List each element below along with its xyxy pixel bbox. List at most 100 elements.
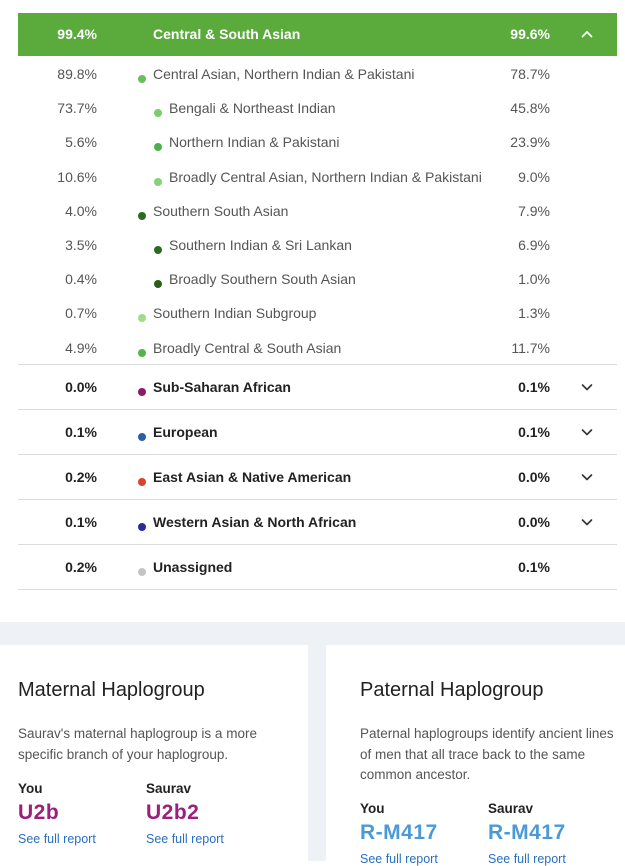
- chevron-up-icon[interactable]: [580, 27, 594, 44]
- region-color-dot: [138, 563, 146, 579]
- region-color-dot: [138, 70, 146, 86]
- other-percent: 78.7%: [510, 66, 550, 82]
- region-color-dot: [138, 478, 146, 486]
- region-label: Broadly Central & South Asian: [153, 339, 342, 356]
- region-row[interactable]: 0.1% Western Asian & North African 0.0%: [18, 499, 617, 545]
- chevron-down-icon[interactable]: [580, 425, 594, 442]
- region-color-dot: [138, 523, 146, 531]
- region-color-dot: [138, 309, 146, 325]
- region-color-dot: [138, 75, 146, 83]
- region-color-dot: [138, 383, 146, 399]
- table-bottom-divider: [18, 589, 617, 590]
- you-percent: 5.6%: [65, 134, 97, 151]
- you-percent: 0.7%: [65, 305, 97, 322]
- maternal-you-haplogroup: U2b: [18, 801, 60, 824]
- region-color-dot: [154, 173, 162, 189]
- region-label: Southern South Asian: [153, 202, 289, 219]
- region-row: 0.2% Unassigned 0.1%: [18, 544, 617, 590]
- subregion-row: 4.0% Southern South Asian 7.9%: [18, 193, 617, 227]
- maternal-other-haplogroup: U2b2: [146, 801, 200, 824]
- region-color-dot: [154, 280, 162, 289]
- paternal-other-haplogroup: R-M417: [488, 821, 566, 844]
- other-percent: 99.6%: [510, 26, 550, 42]
- you-percent: 0.2%: [65, 469, 97, 485]
- subregion-row: 89.8% Central Asian, Northern Indian & Pa…: [18, 56, 617, 90]
- maternal-other-report-link[interactable]: See full report: [146, 832, 224, 846]
- region-row[interactable]: 0.2% East Asian & Native American 0.0%: [18, 454, 617, 500]
- subregion-row: 73.7% Bengali & Northeast Indian 45.8%: [18, 90, 617, 124]
- other-percent: 0.1%: [518, 424, 550, 440]
- region-label: Unassigned: [153, 559, 233, 575]
- other-percent: 23.9%: [510, 134, 550, 151]
- you-percent: 4.9%: [65, 339, 97, 356]
- maternal-other-label: Saurav: [146, 781, 192, 796]
- chevron-down-icon[interactable]: [580, 380, 594, 397]
- region-label: East Asian & Native American: [153, 469, 352, 485]
- ancestry-composition-table: 99.4% Central & South Asian 99.6% 89.8% C…: [18, 13, 617, 590]
- subregion-row: 4.9% Broadly Central & South Asian 11.7%: [18, 330, 617, 364]
- region-color-dot: [154, 246, 162, 254]
- maternal-title: Maternal Haplogroup: [18, 679, 205, 701]
- paternal-title: Paternal Haplogroup: [360, 679, 544, 701]
- other-percent: 1.0%: [518, 271, 550, 288]
- region-row[interactable]: 0.1% European 0.1%: [18, 409, 617, 455]
- region-color-dot: [138, 428, 146, 444]
- chevron-down-icon[interactable]: [580, 470, 594, 487]
- region-label: Northern Indian & Pakistani: [169, 134, 340, 151]
- region-color-dot: [138, 433, 146, 441]
- you-percent: 0.1%: [65, 424, 97, 440]
- you-percent: 99.4%: [57, 26, 97, 42]
- paternal-haplogroup-card: Paternal Haplogroup Paternal haplogroups…: [326, 645, 625, 866]
- region-label: Sub-Saharan African: [153, 379, 291, 395]
- region-row[interactable]: 0.0% Sub-Saharan African 0.1%: [18, 364, 617, 410]
- you-percent: 0.1%: [65, 514, 97, 530]
- subregion-row: 0.7% Southern Indian Subgroup 1.3%: [18, 295, 617, 329]
- region-color-dot: [154, 275, 162, 291]
- maternal-description: Saurav's maternal haplogroup is a more s…: [18, 726, 257, 762]
- other-percent: 6.9%: [518, 237, 550, 253]
- region-label: European: [153, 424, 218, 440]
- you-percent: 3.5%: [65, 237, 97, 253]
- paternal-you-report-link[interactable]: See full report: [360, 852, 438, 866]
- region-color-dot: [138, 518, 146, 534]
- you-percent: 89.8%: [57, 66, 97, 82]
- region-color-dot: [154, 241, 162, 257]
- region-color-dot: [138, 344, 146, 360]
- other-percent: 11.7%: [511, 339, 550, 356]
- region-row-central-south-asian[interactable]: 99.4% Central & South Asian 99.6%: [18, 13, 617, 56]
- region-color-dot: [154, 138, 162, 154]
- region-label: Bengali & Northeast Indian: [169, 100, 336, 117]
- you-percent: 0.0%: [65, 379, 97, 395]
- region-color-dot: [138, 348, 146, 357]
- you-percent: 0.2%: [65, 559, 97, 575]
- paternal-other-label: Saurav: [488, 801, 534, 816]
- region-label: Central & South Asian: [153, 26, 301, 42]
- maternal-you-label: You: [18, 781, 43, 796]
- maternal-you-report-link[interactable]: See full report: [18, 832, 96, 846]
- you-percent: 10.6%: [57, 168, 97, 185]
- maternal-haplogroup-card: Maternal Haplogroup Saurav's maternal ha…: [0, 645, 308, 861]
- chevron-down-icon[interactable]: [580, 515, 594, 532]
- you-percent: 4.0%: [65, 202, 97, 219]
- other-percent: 0.1%: [518, 559, 550, 575]
- other-percent: 0.0%: [518, 469, 550, 485]
- region-color-dot: [154, 109, 162, 118]
- other-percent: 9.0%: [518, 168, 550, 185]
- region-label: Southern Indian Subgroup: [153, 305, 317, 322]
- paternal-you-haplogroup: R-M417: [360, 821, 438, 844]
- paternal-other-report-link[interactable]: See full report: [488, 852, 566, 866]
- subregion-row: 3.5% Southern Indian & Sri Lankan 6.9%: [18, 227, 617, 261]
- you-percent: 0.4%: [65, 271, 97, 288]
- region-color-dot: [138, 314, 146, 323]
- region-label: Southern Indian & Sri Lankan: [169, 237, 352, 253]
- you-percent: 73.7%: [57, 100, 97, 117]
- other-percent: 0.1%: [518, 379, 550, 395]
- other-percent: 7.9%: [518, 202, 550, 219]
- region-label: Central Asian, Northern Indian & Pakista…: [153, 66, 415, 82]
- region-color-dot: [138, 211, 146, 220]
- region-color-dot: [154, 177, 162, 186]
- subregion-row: 0.4% Broadly Southern South Asian 1.0%: [18, 261, 617, 295]
- region-label: Western Asian & North African: [153, 514, 357, 530]
- other-percent: 1.3%: [518, 305, 550, 322]
- other-percent: 45.8%: [510, 100, 550, 117]
